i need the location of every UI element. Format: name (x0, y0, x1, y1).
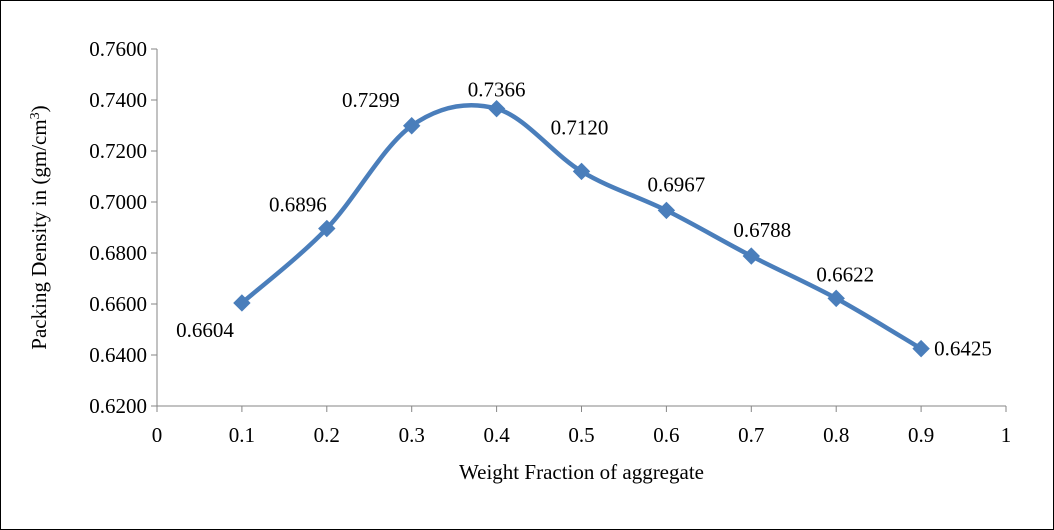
y-axis-title-end: ) (27, 105, 51, 112)
data-label: 0.6425 (934, 337, 992, 361)
data-point-marker (827, 289, 845, 308)
data-label: 0.7366 (468, 78, 526, 102)
data-point-marker (572, 162, 591, 181)
series-line (239, 102, 924, 351)
x-tick-label: 1 (1001, 423, 1012, 447)
x-tick-label: 0.1 (229, 423, 255, 447)
x-tick-label: 0.7 (738, 423, 764, 447)
x-tick-label: 0.9 (908, 423, 934, 447)
y-tick-labels: 0.6200 0.6400 0.6600 0.6800 0.7000 0.7200 0.74… (89, 37, 157, 418)
y-axis-title: Packing Density in (gm/cm3) (27, 105, 51, 349)
y-tick-label: 0.7400 (89, 88, 147, 112)
y-axis-title-main: Packing Density in (gm/cm (27, 119, 51, 349)
y-tick-label: 0.6200 (89, 394, 147, 418)
data-label: 0.6604 (176, 318, 234, 342)
data-point-marker (742, 247, 761, 265)
x-tick-label: 0.8 (823, 423, 849, 447)
y-tick-label: 0.6400 (89, 343, 147, 367)
data-labels: 0.6604 0.6896 0.7299 0.7366 0.7120 0.6967 0.67… (176, 78, 992, 361)
x-tick-label: 0.2 (314, 423, 340, 447)
data-label: 0.7299 (342, 88, 400, 112)
x-axis-title: Weight Fraction of aggregate (459, 460, 704, 484)
y-axis-title-sup: 3 (28, 112, 43, 119)
data-point-marker (487, 99, 506, 118)
y-tick-label: 0.6800 (89, 241, 147, 265)
data-label: 0.6896 (269, 193, 327, 217)
data-point-marker (402, 117, 421, 135)
data-point-marker (318, 219, 336, 238)
y-tick-label: 0.7600 (89, 37, 147, 61)
x-tick-label: 0 (152, 423, 163, 447)
data-point-marker (657, 201, 676, 220)
y-tick-label: 0.7000 (89, 190, 147, 214)
data-markers (233, 99, 930, 358)
data-label: 0.7120 (551, 115, 609, 139)
x-tick-label: 0.4 (483, 423, 510, 447)
data-label: 0.6622 (816, 262, 874, 286)
y-tick-label: 0.6600 (89, 292, 147, 316)
data-point-marker (233, 294, 251, 312)
data-label: 0.6788 (733, 218, 791, 242)
x-tick-label: 0.3 (399, 423, 425, 447)
x-tick-label: 0.6 (653, 423, 679, 447)
data-label: 0.6967 (648, 172, 706, 196)
x-tick-labels: 0 0.1 0.2 0.3 0.4 0.5 0.6 0.7 0.8 0.9 1 (152, 406, 1012, 447)
y-tick-label: 0.7200 (89, 139, 147, 163)
x-tick-label: 0.5 (568, 423, 594, 447)
axes (156, 49, 1006, 407)
data-point-marker (912, 339, 930, 358)
